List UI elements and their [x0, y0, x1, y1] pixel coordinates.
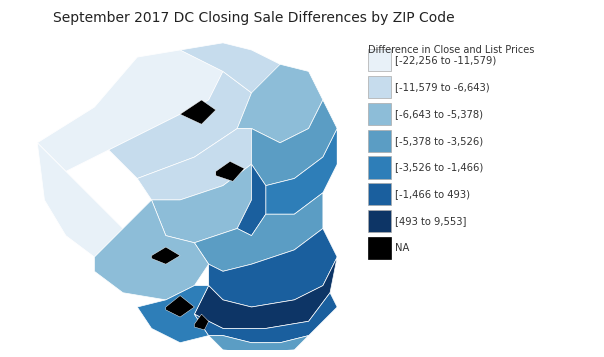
- Text: [-22,256 to -11,579): [-22,256 to -11,579): [395, 55, 496, 65]
- Polygon shape: [152, 164, 251, 243]
- Text: [-3,526 to -1,466): [-3,526 to -1,466): [395, 162, 483, 172]
- Text: [-6,643 to -5,378): [-6,643 to -5,378): [395, 109, 483, 119]
- Polygon shape: [152, 247, 180, 264]
- Text: [-5,378 to -3,526): [-5,378 to -3,526): [395, 136, 483, 146]
- Polygon shape: [194, 314, 208, 330]
- Polygon shape: [37, 143, 123, 257]
- Text: [-11,579 to -6,643): [-11,579 to -6,643): [395, 82, 490, 92]
- Polygon shape: [208, 228, 337, 307]
- Polygon shape: [166, 296, 194, 317]
- Polygon shape: [94, 200, 208, 300]
- Polygon shape: [194, 293, 337, 343]
- Polygon shape: [251, 100, 337, 186]
- Text: [493 to 9,553]: [493 to 9,553]: [395, 216, 466, 226]
- Polygon shape: [137, 129, 251, 200]
- Polygon shape: [194, 257, 337, 328]
- Polygon shape: [180, 43, 280, 93]
- Text: NA: NA: [395, 243, 410, 253]
- Polygon shape: [109, 71, 251, 178]
- Polygon shape: [208, 336, 309, 353]
- Polygon shape: [37, 50, 223, 171]
- Polygon shape: [180, 100, 216, 124]
- Polygon shape: [216, 161, 245, 181]
- Polygon shape: [237, 64, 323, 143]
- Polygon shape: [237, 164, 266, 236]
- Polygon shape: [266, 129, 337, 214]
- Polygon shape: [194, 193, 323, 271]
- Polygon shape: [137, 286, 208, 343]
- Text: [-1,466 to 493): [-1,466 to 493): [395, 189, 470, 199]
- Text: Difference in Close and List Prices: Difference in Close and List Prices: [368, 45, 535, 55]
- Text: September 2017 DC Closing Sale Differences by ZIP Code: September 2017 DC Closing Sale Differenc…: [53, 11, 454, 25]
